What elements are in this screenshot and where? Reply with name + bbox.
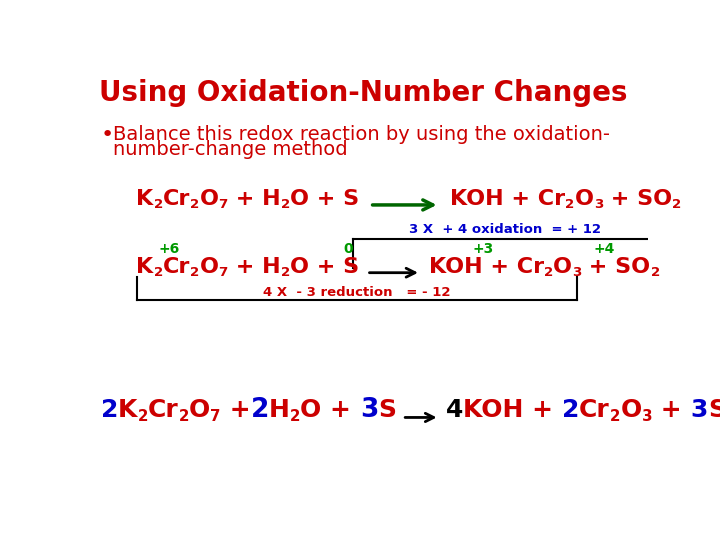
Text: 2: 2 — [101, 399, 118, 422]
Text: +: + — [221, 399, 251, 422]
Text: 2: 2 — [281, 198, 289, 211]
Text: 3 X  + 4 oxidation  = + 12: 3 X + 4 oxidation = + 12 — [409, 222, 600, 236]
Text: KOH + Cr: KOH + Cr — [428, 256, 544, 276]
Text: O: O — [575, 189, 594, 209]
Text: 2: 2 — [179, 409, 189, 424]
Text: O: O — [621, 399, 642, 422]
Text: 2: 2 — [190, 198, 199, 211]
Text: 3: 3 — [642, 409, 652, 424]
Text: 2: 2 — [672, 198, 681, 211]
Text: •: • — [101, 125, 114, 145]
Text: 2: 2 — [251, 397, 269, 423]
Text: +: + — [652, 399, 690, 422]
Text: +3: +3 — [472, 242, 493, 255]
Text: 7: 7 — [210, 409, 221, 424]
Text: S: S — [378, 399, 396, 422]
Text: 2: 2 — [281, 266, 289, 279]
Text: 2: 2 — [138, 409, 148, 424]
Text: 2: 2 — [544, 266, 553, 279]
Text: Cr: Cr — [163, 189, 190, 209]
Text: 2: 2 — [562, 399, 579, 422]
Text: + H: + H — [228, 189, 281, 209]
Text: O +: O + — [300, 399, 360, 422]
Text: 7: 7 — [218, 266, 228, 279]
Text: O + S: O + S — [289, 189, 359, 209]
Text: O: O — [199, 189, 218, 209]
Text: +6: +6 — [158, 242, 179, 255]
Text: H: H — [269, 399, 289, 422]
Text: number-change method: number-change method — [113, 140, 348, 159]
Text: O: O — [189, 399, 210, 422]
Text: O + S: O + S — [289, 256, 359, 276]
Text: K: K — [137, 256, 153, 276]
Text: 2: 2 — [153, 266, 163, 279]
Text: 2: 2 — [565, 198, 575, 211]
Text: Cr: Cr — [579, 399, 610, 422]
Text: 4 X  - 3 reduction   = - 12: 4 X - 3 reduction = - 12 — [263, 286, 451, 299]
Text: K: K — [118, 399, 138, 422]
Text: +4: +4 — [594, 242, 615, 255]
Text: 2: 2 — [650, 266, 660, 279]
Text: + SO: + SO — [603, 189, 672, 209]
Text: Cr: Cr — [148, 399, 179, 422]
Text: Balance this redox reaction by using the oxidation-: Balance this redox reaction by using the… — [113, 125, 611, 144]
Text: 2: 2 — [153, 198, 163, 211]
Text: 2: 2 — [289, 409, 300, 424]
Text: 4: 4 — [446, 399, 463, 422]
Text: Using Oxidation-Number Changes: Using Oxidation-Number Changes — [99, 79, 628, 107]
Text: 0: 0 — [343, 242, 353, 255]
Text: 2: 2 — [610, 409, 621, 424]
Text: KOH + Cr: KOH + Cr — [450, 189, 565, 209]
Text: K: K — [137, 189, 153, 209]
Text: SO: SO — [708, 399, 720, 422]
Text: 3: 3 — [572, 266, 581, 279]
Text: Cr: Cr — [163, 256, 190, 276]
Text: KOH +: KOH + — [463, 399, 562, 422]
Text: 3: 3 — [360, 397, 378, 423]
Text: 2: 2 — [190, 266, 199, 279]
Text: O: O — [553, 256, 572, 276]
Text: 7: 7 — [218, 198, 228, 211]
Text: + SO: + SO — [581, 256, 650, 276]
Text: 3: 3 — [594, 198, 603, 211]
Text: O: O — [199, 256, 218, 276]
Text: + H: + H — [228, 256, 281, 276]
Text: 3: 3 — [690, 399, 708, 422]
